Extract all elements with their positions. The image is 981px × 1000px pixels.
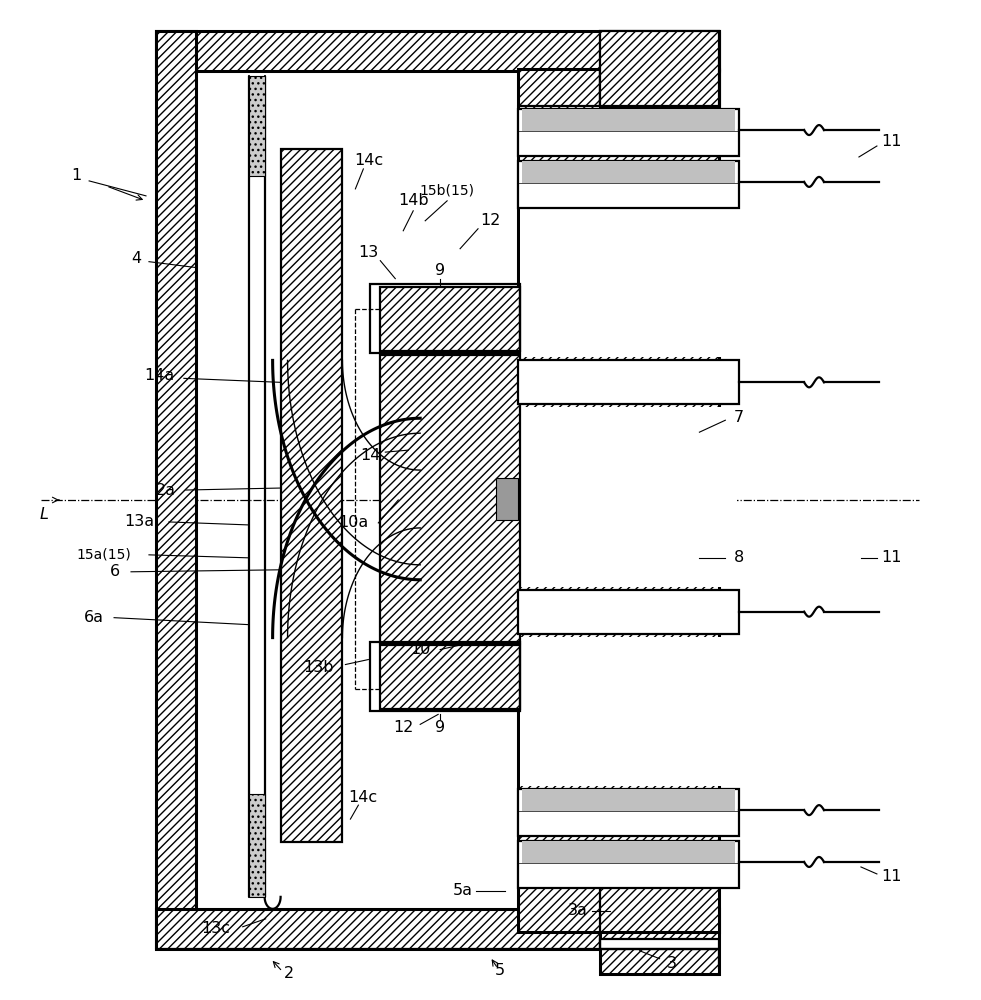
Text: L: L xyxy=(40,507,49,522)
Bar xyxy=(371,642,520,711)
Bar xyxy=(381,645,520,709)
Text: 2a: 2a xyxy=(156,483,176,498)
Bar xyxy=(197,71,725,907)
Text: 5a: 5a xyxy=(453,883,473,898)
Bar xyxy=(518,69,719,932)
Text: 8: 8 xyxy=(734,550,745,565)
Bar xyxy=(520,407,738,587)
Text: 14b: 14b xyxy=(398,193,429,208)
Bar xyxy=(371,284,520,353)
Bar xyxy=(522,789,736,811)
Bar xyxy=(518,841,740,888)
Bar xyxy=(381,355,520,643)
Bar xyxy=(522,109,736,131)
Bar xyxy=(249,794,265,897)
Text: 15a(15): 15a(15) xyxy=(77,548,131,562)
Text: 9: 9 xyxy=(436,720,445,735)
Text: 14a: 14a xyxy=(144,368,174,383)
Bar xyxy=(156,909,604,949)
Text: 10: 10 xyxy=(410,642,431,657)
Text: 10a: 10a xyxy=(338,515,369,530)
Bar xyxy=(518,590,740,634)
Bar xyxy=(522,841,736,863)
Text: 13: 13 xyxy=(358,245,379,260)
Bar xyxy=(249,76,265,176)
Text: 11: 11 xyxy=(882,134,903,149)
Bar xyxy=(522,161,736,183)
Bar xyxy=(518,109,740,156)
Bar xyxy=(156,31,196,947)
Bar xyxy=(156,31,719,71)
Text: 13a: 13a xyxy=(124,514,154,529)
Text: 7: 7 xyxy=(734,410,745,425)
Text: 13b: 13b xyxy=(303,660,334,675)
Text: 6: 6 xyxy=(110,564,120,579)
Text: 13c: 13c xyxy=(201,921,231,936)
Text: 9: 9 xyxy=(436,263,445,278)
Text: 11: 11 xyxy=(882,869,903,884)
Bar xyxy=(518,789,740,836)
Bar xyxy=(599,31,719,106)
Text: 5: 5 xyxy=(494,963,505,978)
Text: 1: 1 xyxy=(71,168,81,183)
Text: 4: 4 xyxy=(130,251,141,266)
Text: 12: 12 xyxy=(393,720,413,735)
Text: 12: 12 xyxy=(480,213,500,228)
Bar xyxy=(599,31,719,106)
Bar xyxy=(520,637,738,786)
Bar xyxy=(381,287,520,351)
Bar xyxy=(518,360,740,404)
Text: 2: 2 xyxy=(284,966,293,981)
Bar xyxy=(520,208,738,357)
Text: 3: 3 xyxy=(666,956,677,971)
Bar xyxy=(599,939,719,949)
Bar xyxy=(281,149,342,842)
Text: 11: 11 xyxy=(882,550,903,565)
Text: 14c: 14c xyxy=(354,153,383,168)
Bar xyxy=(599,909,719,974)
Text: 6a: 6a xyxy=(84,610,104,625)
Text: 3a: 3a xyxy=(568,903,588,918)
Text: 14: 14 xyxy=(360,448,381,463)
Bar xyxy=(496,478,518,520)
Text: 15b(15): 15b(15) xyxy=(420,184,475,198)
Text: 14c: 14c xyxy=(348,790,377,805)
Bar xyxy=(518,161,740,208)
